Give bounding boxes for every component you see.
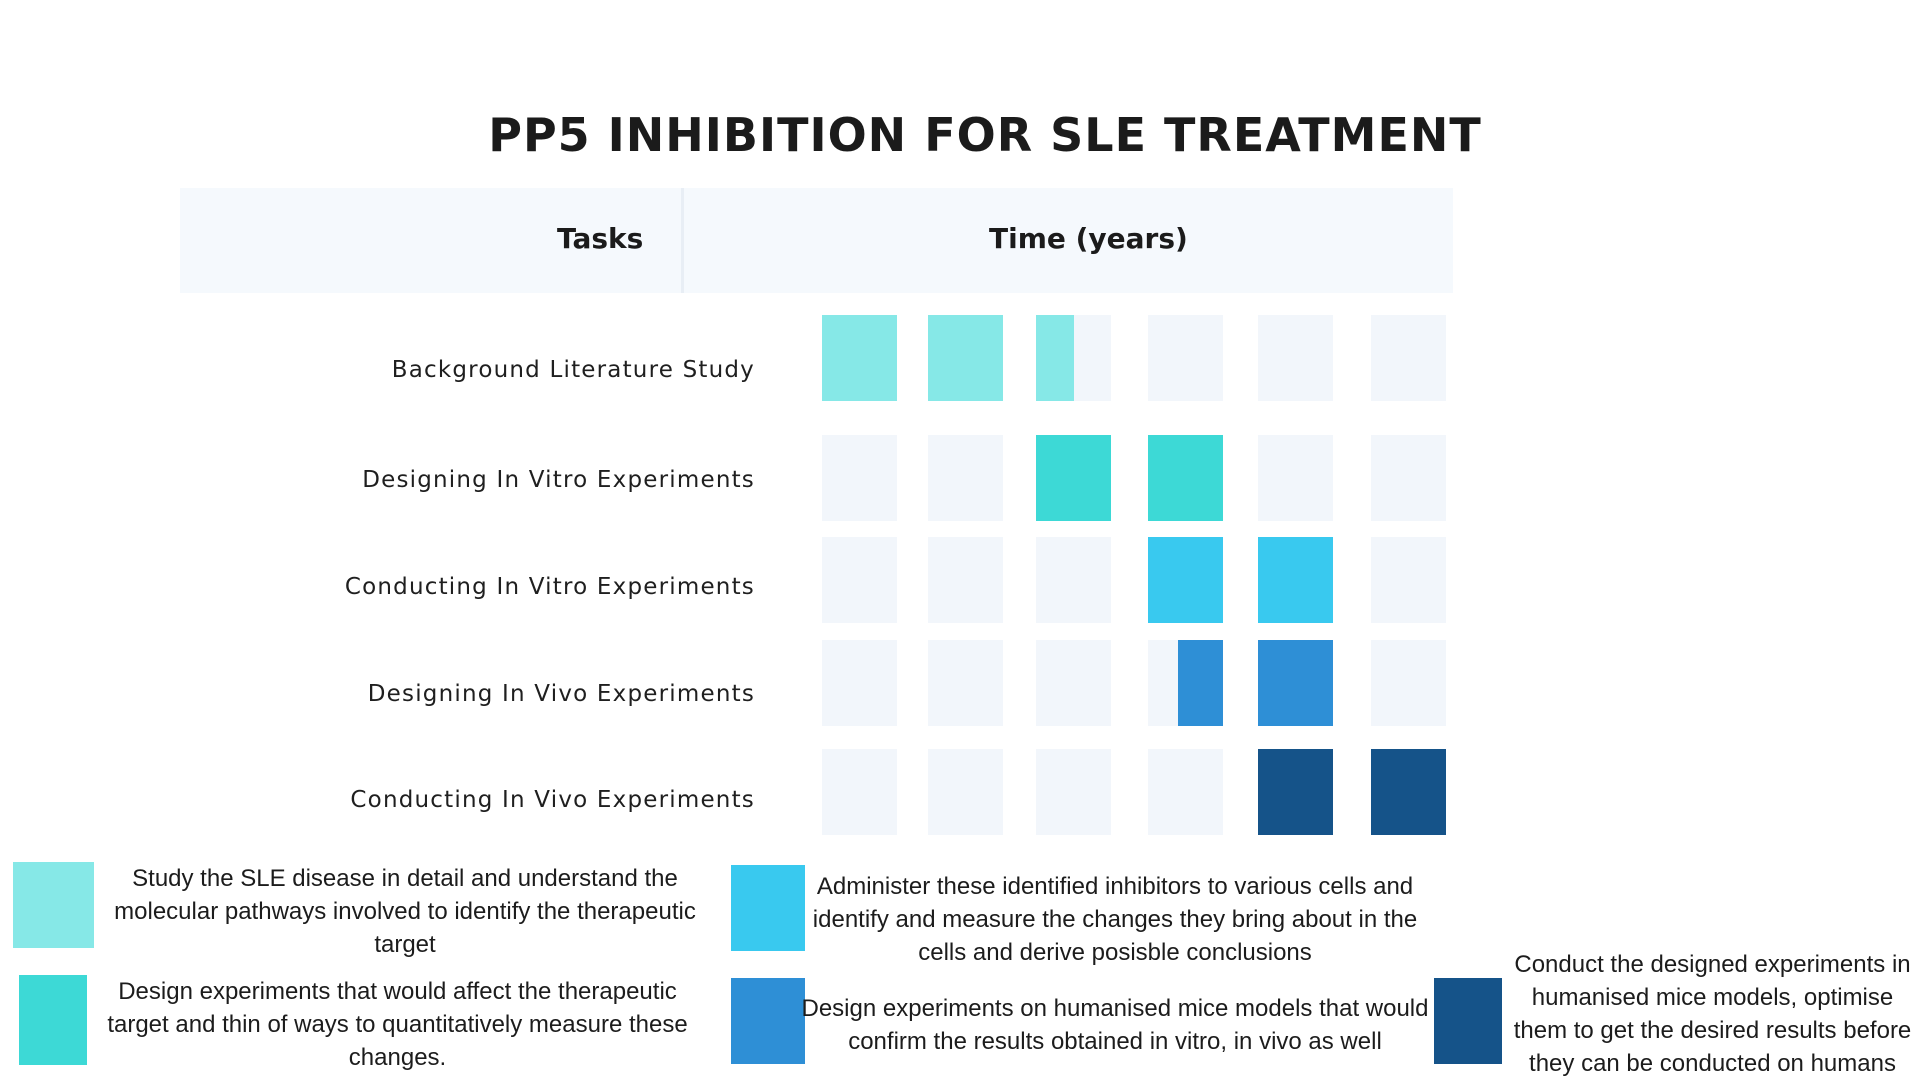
timeline-cell [1258, 315, 1333, 401]
timeline-bar-segment [1371, 749, 1446, 835]
timeline-cell [1036, 749, 1111, 835]
legend-swatch [731, 865, 805, 951]
timeline-cell [1148, 749, 1223, 835]
timeline-cell [1148, 315, 1223, 401]
legend-text: Study the SLE disease in detail and unde… [114, 865, 696, 958]
timeline-cell [822, 749, 897, 835]
legend-text: Design experiments that would affect the… [107, 978, 688, 1071]
timeline-bar-segment [1036, 435, 1111, 521]
legend-swatch [19, 975, 87, 1065]
timeline-bar-segment [1148, 435, 1223, 521]
timeline-bar-segment [1148, 537, 1223, 623]
timeline-cell [1371, 537, 1446, 623]
task-label: Designing In Vitro Experiments [362, 467, 755, 493]
task-label: Background Literature Study [391, 357, 755, 383]
task-label: Conducting In Vitro Experiments [344, 574, 755, 600]
legend-swatch [13, 862, 94, 948]
timeline-bar-segment [1178, 640, 1223, 726]
tasks-header: Tasks [557, 222, 644, 255]
timeline-bar-segment [928, 315, 1003, 401]
legend-text: Administer these identified inhibitors t… [812, 873, 1418, 966]
timeline-bar-segment [1036, 315, 1074, 401]
legend-swatch [731, 978, 805, 1064]
timeline-bar-segment [822, 315, 897, 401]
timeline-bar-segment [1258, 749, 1333, 835]
page-title: PP5 INHIBITION FOR SLE TREATMENT [488, 108, 1482, 162]
timeline-cell [928, 749, 1003, 835]
timeline-bar-segment [1258, 537, 1333, 623]
legend-text: Conduct the designed experiments in huma… [1513, 951, 1912, 1077]
timeline-cell [1258, 435, 1333, 521]
task-label: Designing In Vivo Experiments [367, 681, 755, 707]
timeline-cell [928, 640, 1003, 726]
legend-text: Design experiments on humanised mice mod… [801, 995, 1429, 1055]
task-label: Conducting In Vivo Experiments [350, 787, 755, 813]
timeline-cell [928, 537, 1003, 623]
timeline-cell [928, 435, 1003, 521]
timeline-cell [822, 640, 897, 726]
timeline-cell [1036, 537, 1111, 623]
timeline-cell [1371, 435, 1446, 521]
timeline-cell [822, 435, 897, 521]
legend-swatch [1434, 978, 1502, 1064]
timeline-bar-segment [1258, 640, 1333, 726]
timeline-cell [822, 537, 897, 623]
timeline-cell [1371, 640, 1446, 726]
table-header [180, 188, 1453, 293]
time-header: Time (years) [989, 222, 1188, 255]
timeline-cell [1036, 640, 1111, 726]
header-divider [681, 188, 684, 293]
timeline-cell [1371, 315, 1446, 401]
